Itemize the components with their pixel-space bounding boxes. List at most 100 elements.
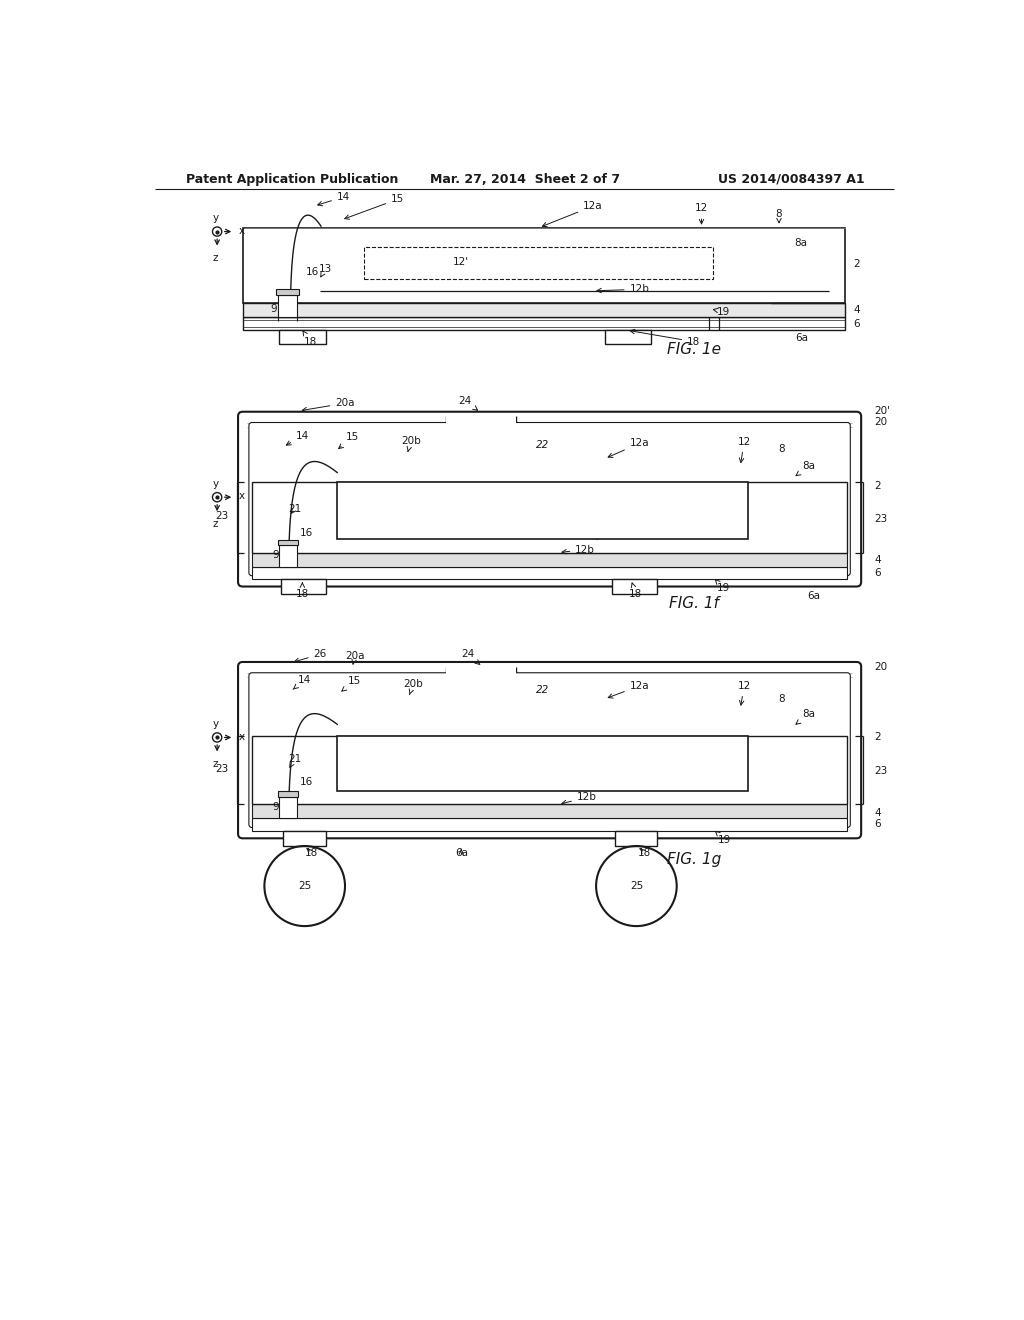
Text: FIG. 1f: FIG. 1f — [669, 595, 719, 611]
Text: 24: 24 — [459, 396, 477, 411]
Text: 12a: 12a — [543, 201, 603, 227]
Text: 4: 4 — [874, 808, 881, 818]
Bar — [280, 797, 297, 818]
Bar — [445, 416, 515, 428]
Bar — [445, 665, 515, 678]
Text: 23: 23 — [215, 764, 228, 774]
Bar — [276, 289, 299, 296]
Text: 8: 8 — [776, 209, 782, 223]
Bar — [252, 566, 847, 579]
Text: 13: 13 — [593, 777, 625, 791]
Text: 21: 21 — [288, 504, 301, 513]
Bar — [604, 330, 651, 345]
Text: 20a: 20a — [345, 651, 365, 664]
Bar — [252, 553, 847, 566]
Text: z: z — [213, 519, 218, 529]
FancyBboxPatch shape — [249, 673, 850, 828]
Text: 2: 2 — [874, 480, 881, 491]
Text: US 2014/0084397 A1: US 2014/0084397 A1 — [718, 173, 864, 186]
Text: 20: 20 — [874, 417, 888, 426]
Text: 6a: 6a — [807, 591, 820, 601]
Text: 20: 20 — [874, 661, 888, 672]
Text: 9: 9 — [272, 801, 279, 812]
Bar — [278, 296, 297, 317]
FancyBboxPatch shape — [238, 663, 861, 838]
Text: 12': 12' — [454, 257, 469, 268]
Text: 23: 23 — [874, 766, 888, 776]
Text: 20': 20' — [874, 407, 890, 416]
Bar — [243, 304, 845, 317]
Text: 9: 9 — [270, 304, 278, 314]
Text: 15: 15 — [345, 194, 404, 219]
Bar — [282, 578, 327, 594]
Text: 6: 6 — [874, 568, 881, 578]
Text: z: z — [213, 253, 218, 263]
Text: 12b: 12b — [562, 545, 595, 554]
Text: 25: 25 — [630, 880, 643, 891]
Text: z: z — [213, 759, 218, 770]
Text: 19: 19 — [716, 832, 731, 845]
Bar — [279, 792, 298, 797]
Text: y: y — [213, 719, 219, 729]
Text: 4: 4 — [853, 305, 860, 315]
Bar — [252, 482, 847, 553]
Text: 12a: 12a — [608, 438, 649, 457]
Text: 8: 8 — [778, 694, 784, 704]
Text: 15: 15 — [339, 432, 359, 449]
FancyBboxPatch shape — [238, 412, 861, 586]
Text: 20b: 20b — [401, 436, 421, 451]
Text: 8a: 8a — [796, 462, 815, 475]
Text: 18: 18 — [638, 847, 651, 858]
FancyBboxPatch shape — [249, 422, 850, 576]
Text: 18: 18 — [296, 583, 309, 599]
Bar — [252, 737, 847, 804]
Text: 23: 23 — [215, 511, 228, 521]
Text: 14: 14 — [317, 191, 350, 206]
Text: 18: 18 — [305, 847, 317, 858]
Text: y: y — [213, 213, 219, 223]
Text: 14: 14 — [287, 430, 309, 445]
Bar — [365, 247, 713, 280]
Text: 20b: 20b — [403, 680, 423, 694]
Bar — [280, 330, 326, 345]
Text: 6a: 6a — [455, 847, 468, 858]
Text: x: x — [239, 731, 245, 742]
Text: x: x — [239, 491, 245, 502]
Text: 23: 23 — [874, 513, 888, 524]
Text: 21: 21 — [288, 754, 301, 767]
Text: x: x — [239, 226, 245, 236]
Text: 12a: 12a — [608, 681, 649, 698]
Bar — [614, 830, 657, 846]
Text: 12: 12 — [695, 203, 709, 224]
Text: 22: 22 — [536, 685, 549, 694]
Bar — [612, 578, 657, 594]
Text: 8a: 8a — [795, 238, 807, 248]
Text: 4: 4 — [874, 556, 881, 565]
Text: FIG. 1e: FIG. 1e — [667, 342, 721, 356]
Text: 20a: 20a — [302, 399, 354, 412]
Bar — [243, 317, 845, 330]
Text: 18: 18 — [303, 331, 316, 347]
Text: 13: 13 — [319, 264, 332, 277]
Text: 12b: 12b — [597, 284, 649, 294]
Text: 16: 16 — [300, 528, 313, 539]
Bar — [252, 804, 847, 818]
Text: 2: 2 — [874, 733, 881, 742]
Text: 12b: 12b — [562, 792, 597, 805]
Text: 16: 16 — [300, 777, 313, 787]
Text: Patent Application Publication: Patent Application Publication — [186, 173, 398, 186]
Bar — [243, 227, 845, 304]
Bar — [252, 818, 847, 830]
Text: 8a: 8a — [796, 709, 815, 725]
Text: 18: 18 — [629, 583, 642, 599]
Text: 12: 12 — [737, 681, 751, 705]
Text: 18: 18 — [630, 329, 700, 347]
Text: 6: 6 — [874, 820, 881, 829]
Text: 25: 25 — [298, 880, 311, 891]
Text: 6: 6 — [853, 319, 860, 329]
Text: 12: 12 — [737, 437, 751, 462]
Text: 9: 9 — [272, 550, 279, 560]
Bar — [279, 540, 298, 545]
Text: 15: 15 — [342, 676, 360, 692]
Text: 16: 16 — [306, 267, 319, 277]
